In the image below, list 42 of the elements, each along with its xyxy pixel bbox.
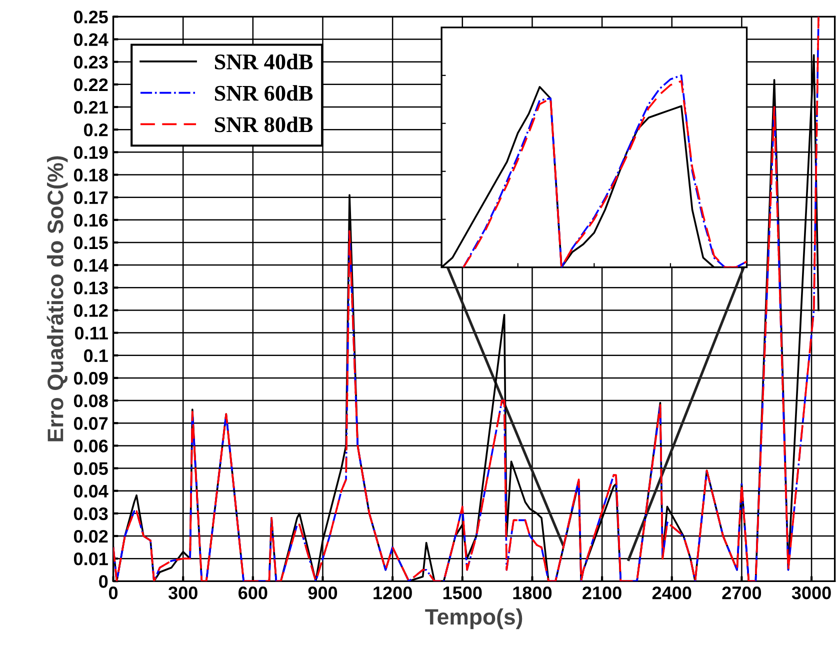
y-tick-label: 0.17 [74,191,108,204]
y-tick-label: 0.06 [74,440,108,452]
x-tick-label: 2400 [652,586,692,600]
y-tick-label: 0.08 [74,394,108,408]
y-tick-label: 0.04 [74,484,108,498]
y-tick-label: 0.03 [74,507,108,520]
legend-label: SNR 40dB [215,54,313,70]
y-tick-label: 0.12 [74,304,108,317]
x-axis-title: Tempo(s) [425,608,522,630]
x-tick-label: 2700 [722,586,762,600]
y-tick-label: 0.24 [74,33,108,46]
legend-label: SNR 80dB [215,116,313,132]
x-tick-label: 2100 [582,586,622,600]
x-tick-label: 300 [168,586,198,600]
y-tick-label: 0.21 [74,100,108,114]
x-tick-label: 0 [108,586,118,600]
x-tick-label: 3000 [792,586,831,600]
y-tick-label: 0.16 [74,214,108,227]
y-tick-label: 0.22 [74,78,108,92]
y-tick-label: 0.13 [74,282,108,294]
y-tick-label: 0.11 [74,326,108,340]
y-tick-label: 0.23 [74,56,108,69]
y-tick-label: 0.25 [74,10,108,24]
y-tick-label: 0.18 [74,168,108,182]
y-tick-label: 0.07 [74,417,108,430]
x-tick-label: 1500 [443,586,482,600]
y-tick-label: 0.05 [74,462,108,475]
y-tick-label: 0.01 [74,552,108,566]
x-tick-label: 600 [238,586,268,600]
y-tick-label: 0.1 [84,349,108,362]
y-tick-label: 0.14 [74,258,108,272]
y-tick-label: 0.02 [74,530,108,543]
y-tick-label: 0 [99,575,108,588]
y-tick-label: 0.19 [74,146,108,159]
x-tick-label: 1200 [374,586,412,600]
y-tick-label: 0.2 [84,124,108,136]
y-axis-title: Erro Quadrático do SoC(%) [46,156,68,442]
y-tick-label: 0.09 [74,372,108,385]
x-tick-label: 900 [308,586,338,600]
x-tick-label: 1800 [513,586,552,600]
y-tick-label: 0.15 [74,236,108,250]
legend-label: SNR 60dB [215,85,313,101]
